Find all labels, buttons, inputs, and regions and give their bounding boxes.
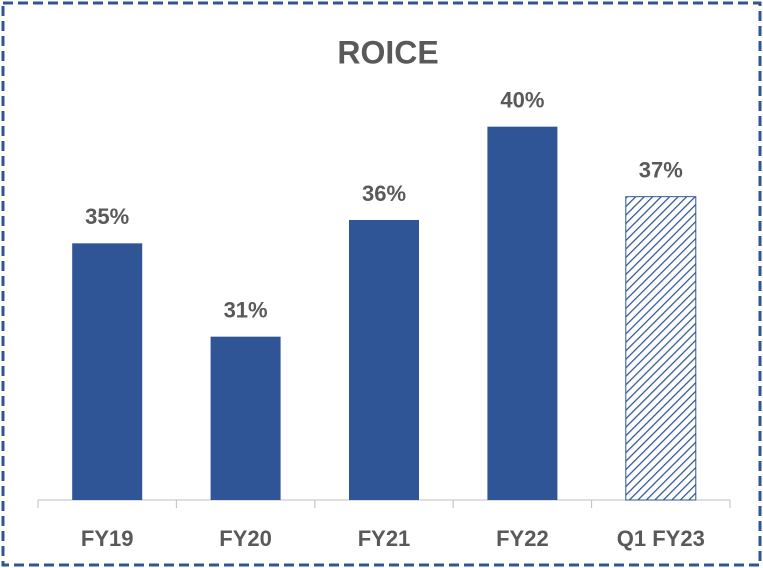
bar [210, 336, 281, 500]
bar [72, 243, 143, 501]
value-label: 31% [224, 297, 268, 322]
value-label: 37% [639, 157, 683, 182]
chart-title: ROICE [337, 34, 438, 70]
x-tick-label: FY20 [219, 526, 272, 551]
x-tick-label: Q1 FY23 [617, 526, 705, 551]
value-label: 40% [500, 87, 544, 112]
x-tick-label: FY19 [81, 526, 134, 551]
bar [625, 196, 697, 501]
x-tick-label: FY21 [358, 526, 411, 551]
bar [487, 126, 558, 501]
x-tick-label: FY22 [496, 526, 549, 551]
value-label: 36% [362, 181, 406, 206]
value-label: 35% [85, 204, 129, 229]
bar [349, 220, 419, 500]
